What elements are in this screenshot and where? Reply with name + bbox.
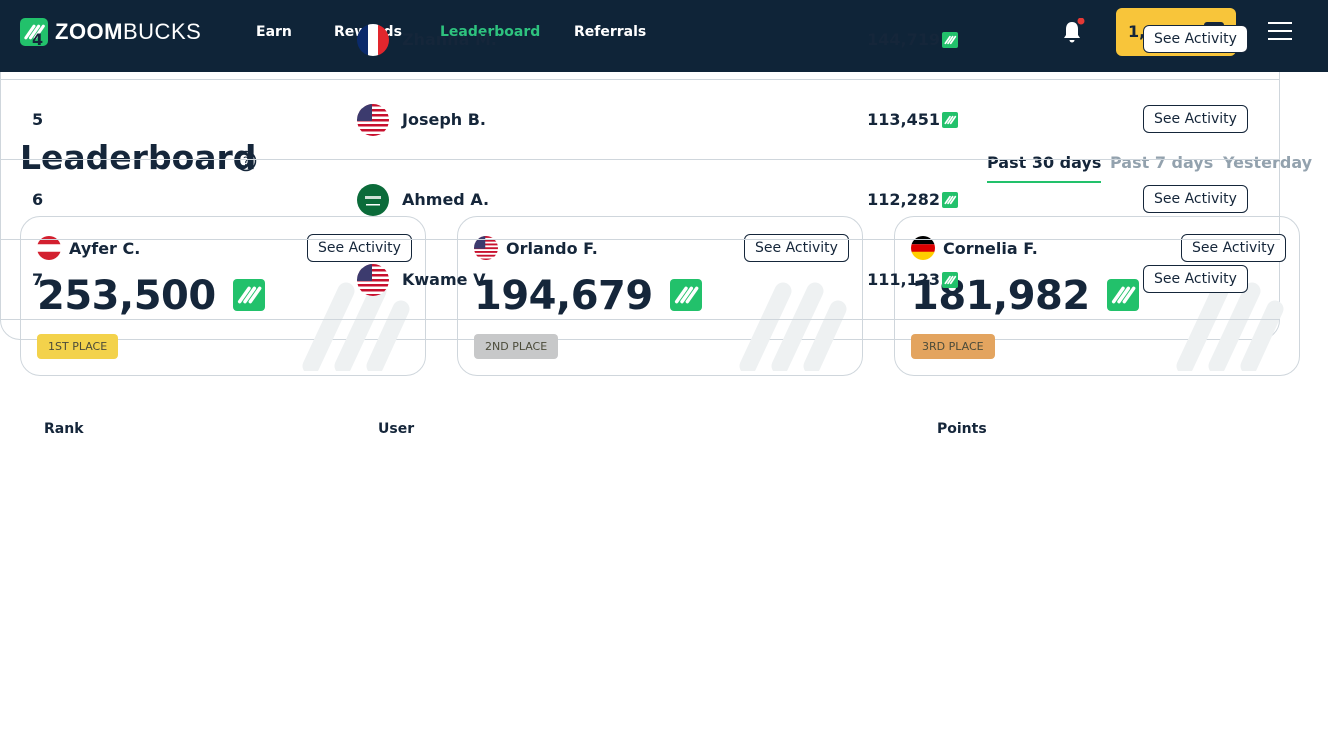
podium-card: Ayfer C. See Activity 253,500 1ST PLACE xyxy=(20,216,426,376)
place-badge: 3RD PLACE xyxy=(911,334,995,359)
notification-bell[interactable] xyxy=(1060,18,1088,46)
user-name: Ahmed A. xyxy=(402,190,490,209)
points-icon xyxy=(1107,279,1140,311)
column-header: Points xyxy=(937,421,987,437)
points: 113,451 xyxy=(867,110,940,129)
flag xyxy=(357,104,389,136)
rank: 6 xyxy=(32,190,44,209)
points: 111,123 xyxy=(867,270,940,289)
table-row: 6 Ahmed A. 112,282 See Activity xyxy=(0,160,1280,240)
page-title: Leaderboard xyxy=(20,138,257,177)
user-name: Kwame V. xyxy=(402,270,490,289)
table-row: 5 Joseph B. 113,451 See Activity xyxy=(0,80,1280,160)
flag xyxy=(357,24,389,56)
podium-card: Orlando F. See Activity 194,679 2ND PLAC… xyxy=(457,216,863,376)
see-activity-button[interactable]: See Activity xyxy=(1143,185,1248,213)
leaderboard-table: 4 Zhanna M. 144,719 See Activity 5 Josep… xyxy=(0,0,1280,340)
help-icon[interactable]: ? xyxy=(235,150,257,172)
points: 144,719 xyxy=(867,30,940,49)
logo-bold: ZOOM xyxy=(55,19,123,44)
nav-link[interactable]: Earn xyxy=(256,24,292,40)
user-name: Cornelia F. xyxy=(943,239,1038,258)
points-value: 253,500 xyxy=(37,273,216,319)
points: 253,500 xyxy=(37,273,266,319)
see-activity-button[interactable]: See Activity xyxy=(1181,234,1286,262)
place-badge: 2ND PLACE xyxy=(474,334,559,359)
user-name: Orlando F. xyxy=(506,239,598,258)
svg-text:?: ? xyxy=(243,155,249,169)
points-icon xyxy=(942,272,958,288)
points-icon xyxy=(942,112,958,128)
place-badge: 1ST PLACE xyxy=(37,334,119,359)
user-name: Ayfer C. xyxy=(69,239,141,258)
tab[interactable]: Yesterday xyxy=(1223,153,1313,172)
table-row: 4 Zhanna M. 144,719 See Activity xyxy=(0,0,1280,80)
points: 112,282 xyxy=(867,190,940,209)
rank: 7 xyxy=(32,270,44,289)
podium-card: Cornelia F. See Activity 181,982 3RD PLA… xyxy=(894,216,1300,376)
user-name: Joseph B. xyxy=(402,110,487,129)
points-icon xyxy=(233,279,266,311)
menu-button[interactable] xyxy=(1268,21,1292,41)
table-row: 7 Kwame V. 111,123 See Activity xyxy=(0,240,1280,320)
logo-icon[interactable] xyxy=(20,18,48,46)
points: 181,982 xyxy=(911,273,1140,319)
points-icon xyxy=(670,279,703,311)
points-value: 194,679 xyxy=(474,273,653,319)
logo-light: BUCKS xyxy=(123,19,202,44)
see-activity-button[interactable]: See Activity xyxy=(1143,265,1248,293)
tab[interactable]: Past 7 days xyxy=(1110,153,1214,172)
see-activity-button[interactable]: See Activity xyxy=(1143,25,1248,53)
see-activity-button[interactable]: See Activity xyxy=(307,234,412,262)
points: 194,679 xyxy=(474,273,703,319)
rank: 5 xyxy=(32,110,44,129)
see-activity-button[interactable]: See Activity xyxy=(1143,105,1248,133)
points-value: 181,982 xyxy=(911,273,1090,319)
nav-link[interactable]: Leaderboard xyxy=(440,24,541,40)
column-header: Rank xyxy=(44,421,84,437)
user-name: Zhanna M. xyxy=(402,30,497,49)
points-icon xyxy=(942,192,958,208)
rank: 4 xyxy=(32,30,44,49)
column-header: User xyxy=(378,421,415,437)
points-icon xyxy=(942,32,958,48)
top-bar: ZOOMBUCKS Earn Rewards Leaderboard Refer… xyxy=(0,0,1328,72)
tab[interactable]: Past 30 days xyxy=(987,153,1102,183)
flag xyxy=(357,184,389,216)
nav-link[interactable]: Referrals xyxy=(574,24,647,40)
see-activity-button[interactable]: See Activity xyxy=(744,234,849,262)
logo[interactable]: ZOOMBUCKS xyxy=(55,19,201,45)
flag xyxy=(357,264,389,296)
